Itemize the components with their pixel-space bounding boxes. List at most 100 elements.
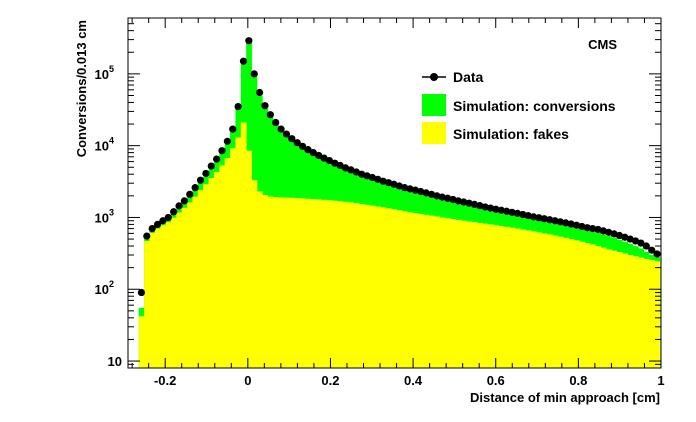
data-point	[562, 219, 570, 227]
x-tick-label: -0.2	[154, 373, 176, 388]
fakes-bar	[595, 246, 602, 368]
fakes-bar	[289, 197, 295, 368]
data-point	[175, 202, 183, 210]
fakes-bar	[149, 232, 156, 368]
legend-fakes-label: Simulation: fakes	[453, 126, 569, 142]
data-point	[567, 220, 575, 228]
fakes-bar	[278, 197, 285, 368]
data-point	[272, 118, 280, 127]
data-point	[336, 161, 344, 170]
data-point	[503, 207, 511, 215]
fakes-bar	[203, 184, 209, 368]
fakes-bar	[385, 208, 392, 368]
fakes-bar	[358, 203, 365, 368]
fakes-bar	[471, 222, 478, 368]
fakes-bar	[632, 256, 639, 368]
fakes-bar	[520, 229, 526, 368]
cms-label: CMS	[588, 37, 617, 52]
x-tick-label: 0.2	[321, 373, 339, 388]
legend-conversions-label: Simulation: conversions	[453, 98, 616, 114]
fakes-bar	[439, 217, 446, 368]
fakes-bar	[450, 219, 457, 368]
fakes-bar	[391, 209, 397, 368]
y-tick-label: 102	[95, 279, 114, 297]
data-point	[476, 202, 484, 210]
fakes-bar	[262, 195, 269, 368]
fakes-bar	[208, 177, 215, 368]
data-point	[234, 102, 242, 111]
legend-entry-fakes: Simulation: fakes	[422, 122, 569, 144]
legend-entry-data: Data	[422, 69, 484, 85]
fakes-bar	[514, 228, 521, 368]
data-point	[465, 199, 473, 207]
data-point	[411, 186, 419, 194]
fakes-bar	[176, 212, 183, 368]
data-point	[406, 185, 414, 193]
data-point	[245, 37, 253, 45]
fakes-bar	[144, 240, 150, 368]
fakes-bar	[246, 150, 252, 368]
fakes-bar	[557, 236, 564, 368]
fakes-bar	[412, 213, 419, 368]
x-axis-label: Distance of min approach [cm]	[470, 390, 660, 405]
data-point	[153, 220, 162, 229]
data-point	[143, 232, 151, 240]
data-point	[298, 142, 307, 150]
data-point	[578, 222, 586, 231]
data-point	[282, 130, 291, 138]
fakes-bar	[160, 225, 166, 368]
data-point	[497, 206, 505, 214]
fakes-bar	[530, 231, 537, 368]
fakes-bar	[546, 234, 553, 368]
fakes-bar	[181, 207, 188, 368]
data-point	[352, 168, 360, 176]
fakes-bar	[573, 240, 580, 368]
data-point	[648, 246, 656, 254]
fakes-bar	[589, 244, 596, 368]
fakes-bar	[235, 137, 242, 368]
fakes-bar	[622, 253, 628, 368]
fakes-bar	[638, 257, 645, 368]
data-point	[535, 214, 543, 222]
fakes-bar	[348, 202, 354, 368]
data-point	[255, 88, 264, 97]
fakes-bar	[138, 316, 145, 368]
fakes-bar	[321, 199, 328, 368]
fakes-bar	[455, 219, 462, 368]
data-point	[443, 194, 452, 202]
data-point	[137, 288, 146, 297]
fakes-bar	[224, 158, 231, 368]
fakes-bar	[503, 226, 510, 368]
fakes-bar	[380, 207, 387, 368]
data-point	[556, 218, 564, 226]
fakes-bar	[165, 222, 172, 368]
data-point	[454, 197, 462, 205]
fakes-bar	[364, 204, 371, 368]
data-point	[460, 198, 468, 206]
fakes-bar	[256, 191, 263, 368]
data-point	[320, 154, 328, 162]
fakes-bar	[423, 214, 430, 368]
x-tick-label: 0.6	[487, 373, 505, 388]
fakes-bar	[466, 221, 473, 368]
y-tick-label: 10	[108, 354, 122, 369]
data-point	[325, 156, 334, 165]
fakes-bar	[498, 226, 505, 368]
fakes-bar	[606, 249, 612, 368]
fakes-bar	[332, 200, 338, 368]
data-point	[524, 212, 532, 220]
data-point	[164, 213, 172, 222]
data-point	[266, 111, 274, 119]
data-point	[438, 193, 446, 201]
data-point	[261, 102, 269, 110]
data-point	[213, 155, 221, 163]
fakes-bar	[600, 247, 607, 368]
legend-entry-conversions: Simulation: conversions	[422, 94, 616, 116]
fakes-bar	[240, 122, 247, 369]
fakes-bar	[337, 201, 344, 368]
y-axis-label: Conversions/0.013 cm	[74, 20, 89, 157]
fakes-bar	[213, 171, 220, 368]
data-point	[540, 215, 548, 223]
fakes-bar	[375, 206, 381, 368]
fakes-bar	[482, 223, 489, 368]
